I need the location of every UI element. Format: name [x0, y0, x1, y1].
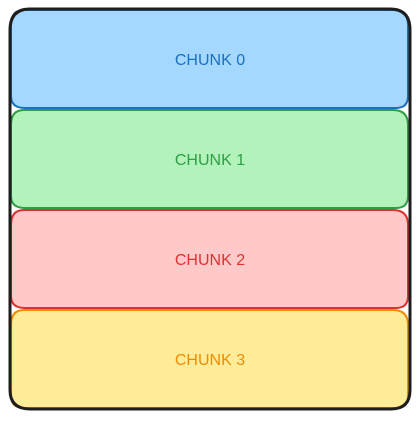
chunk-1-group: CHUNK 1 — [10, 109, 409, 209]
chunk-2-group: CHUNK 2 — [10, 209, 409, 309]
chunk-2-box — [10, 209, 409, 309]
outer-container-border — [8, 7, 412, 411]
chunk-0-label: CHUNK 0 — [175, 52, 245, 69]
chunk-1-label: CHUNK 1 — [175, 152, 245, 169]
chunk-3-group: CHUNK 3 — [10, 309, 409, 409]
chunk-2-label: CHUNK 2 — [175, 252, 245, 269]
chunk-1-box — [10, 109, 409, 209]
chunk-0-group: CHUNK 0 — [10, 9, 409, 109]
chunk-3-label: CHUNK 3 — [175, 352, 245, 369]
